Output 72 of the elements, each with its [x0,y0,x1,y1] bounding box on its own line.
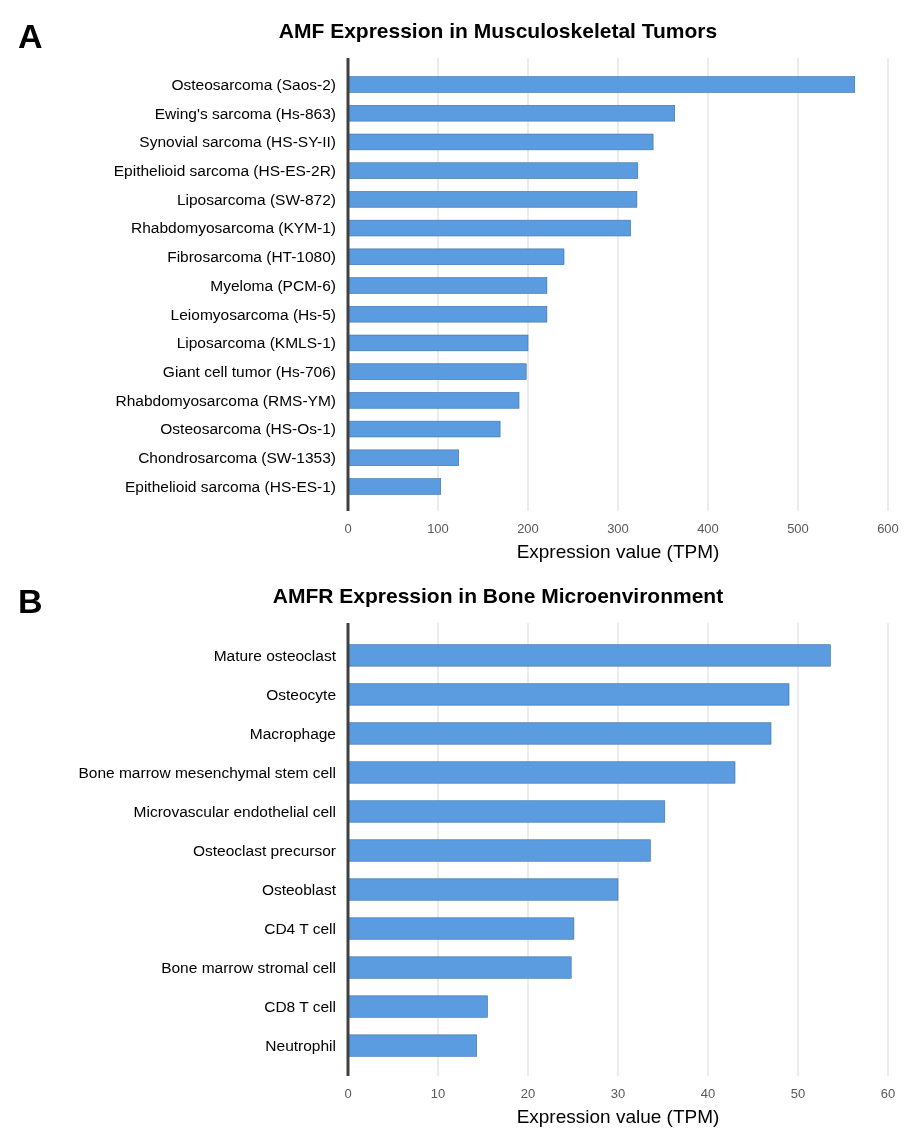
bar [347,191,638,208]
y-tick-label: Myeloma (PCM-6) [210,276,336,294]
bar [347,219,631,237]
bar [347,449,459,466]
x-tick-label: 10 [430,1086,446,1101]
bar [347,277,548,294]
y-tick-label: Liposarcoma (KMLS-1) [176,334,336,352]
y-tick-label: Ewing's sarcoma (Hs-863) [154,104,336,122]
bar [347,105,675,122]
bar [347,917,575,940]
y-tick-label: Osteoclast precursor [193,841,336,859]
bar [347,800,666,823]
bar [347,683,790,706]
bar [347,995,488,1018]
y-tick-label: Osteocyte [266,685,336,703]
bar [347,722,772,745]
text: B [18,582,43,620]
x-tick-label: 40 [700,1086,716,1101]
bar [347,363,527,380]
y-tick-label: Chondrosarcoma (SW-1353) [138,449,336,467]
bar [347,478,441,495]
bar [347,420,501,438]
y-tick-label: Rhabdomyosarcoma (KYM-1) [130,219,336,237]
x-tick-label: 500 [787,521,809,536]
y-tick-label: Neutrophil [265,1036,336,1054]
bar [347,839,651,862]
y-tick-label: Epithelioid sarcoma (HS-ES-1) [124,477,336,495]
y-tick-label: Bone marrow mesenchymal stem cell [78,763,336,781]
x-tick-label: 50 [790,1086,806,1101]
y-tick-label: Osteoblast [261,880,337,898]
bar [347,392,520,409]
y-tick-label: Synovial sarcoma (HS-SY-II) [139,133,336,151]
bar [347,133,654,151]
bar [347,1034,477,1057]
bar [347,644,831,667]
y-tick-label: Fibrosarcoma (HT-1080) [167,248,336,266]
x-axis-title: Expression value (TPM) [516,541,720,562]
bar [347,878,619,901]
y-tick-label: Osteosarcoma (Saos-2) [171,75,336,93]
x-tick-label: 20 [520,1086,536,1101]
x-axis-title: Expression value (TPM) [516,1106,720,1127]
y-tick-label: Osteosarcoma (HS-Os-1) [160,420,336,438]
bar [347,334,529,352]
y-tick-label: Leiomyosarcoma (Hs-5) [170,305,336,323]
y-tick-label: Giant cell tumor (Hs-706) [162,363,336,381]
x-tick-label: 60 [880,1086,896,1101]
y-tick-label: Rhabdomyosarcoma (RMS-YM) [115,391,336,409]
x-tick-label: 300 [607,521,629,536]
y-tick-label: CD4 T cell [264,919,336,937]
y-tick-label: Mature osteoclast [213,646,337,664]
text: A [18,17,43,55]
bar [347,306,548,323]
y-tick-label: Bone marrow stromal cell [161,958,336,976]
x-tick-label: 30 [610,1086,626,1101]
chart-title: AMFR Expression in Bone Microenvironment [272,584,724,607]
chart-title: AMF Expression in Musculoskeletal Tumors [278,19,718,42]
x-tick-label: 0 [344,521,352,536]
bar [347,248,565,265]
bar [347,162,639,179]
y-tick-label: CD8 T cell [264,997,336,1015]
y-tick-label: Liposarcoma (SW-872) [176,190,336,208]
x-tick-label: 0 [344,1086,352,1101]
x-tick-label: 200 [517,521,539,536]
bar [347,76,855,93]
x-tick-label: 400 [697,521,719,536]
y-tick-label: Microvascular endothelial cell [133,802,336,820]
bar [347,956,572,979]
y-tick-label: Macrophage [249,724,336,742]
bar [347,761,736,784]
x-tick-label: 100 [427,521,449,536]
y-tick-label: Epithelioid sarcoma (HS-ES-2R) [113,162,336,180]
x-tick-label: 600 [877,521,899,536]
